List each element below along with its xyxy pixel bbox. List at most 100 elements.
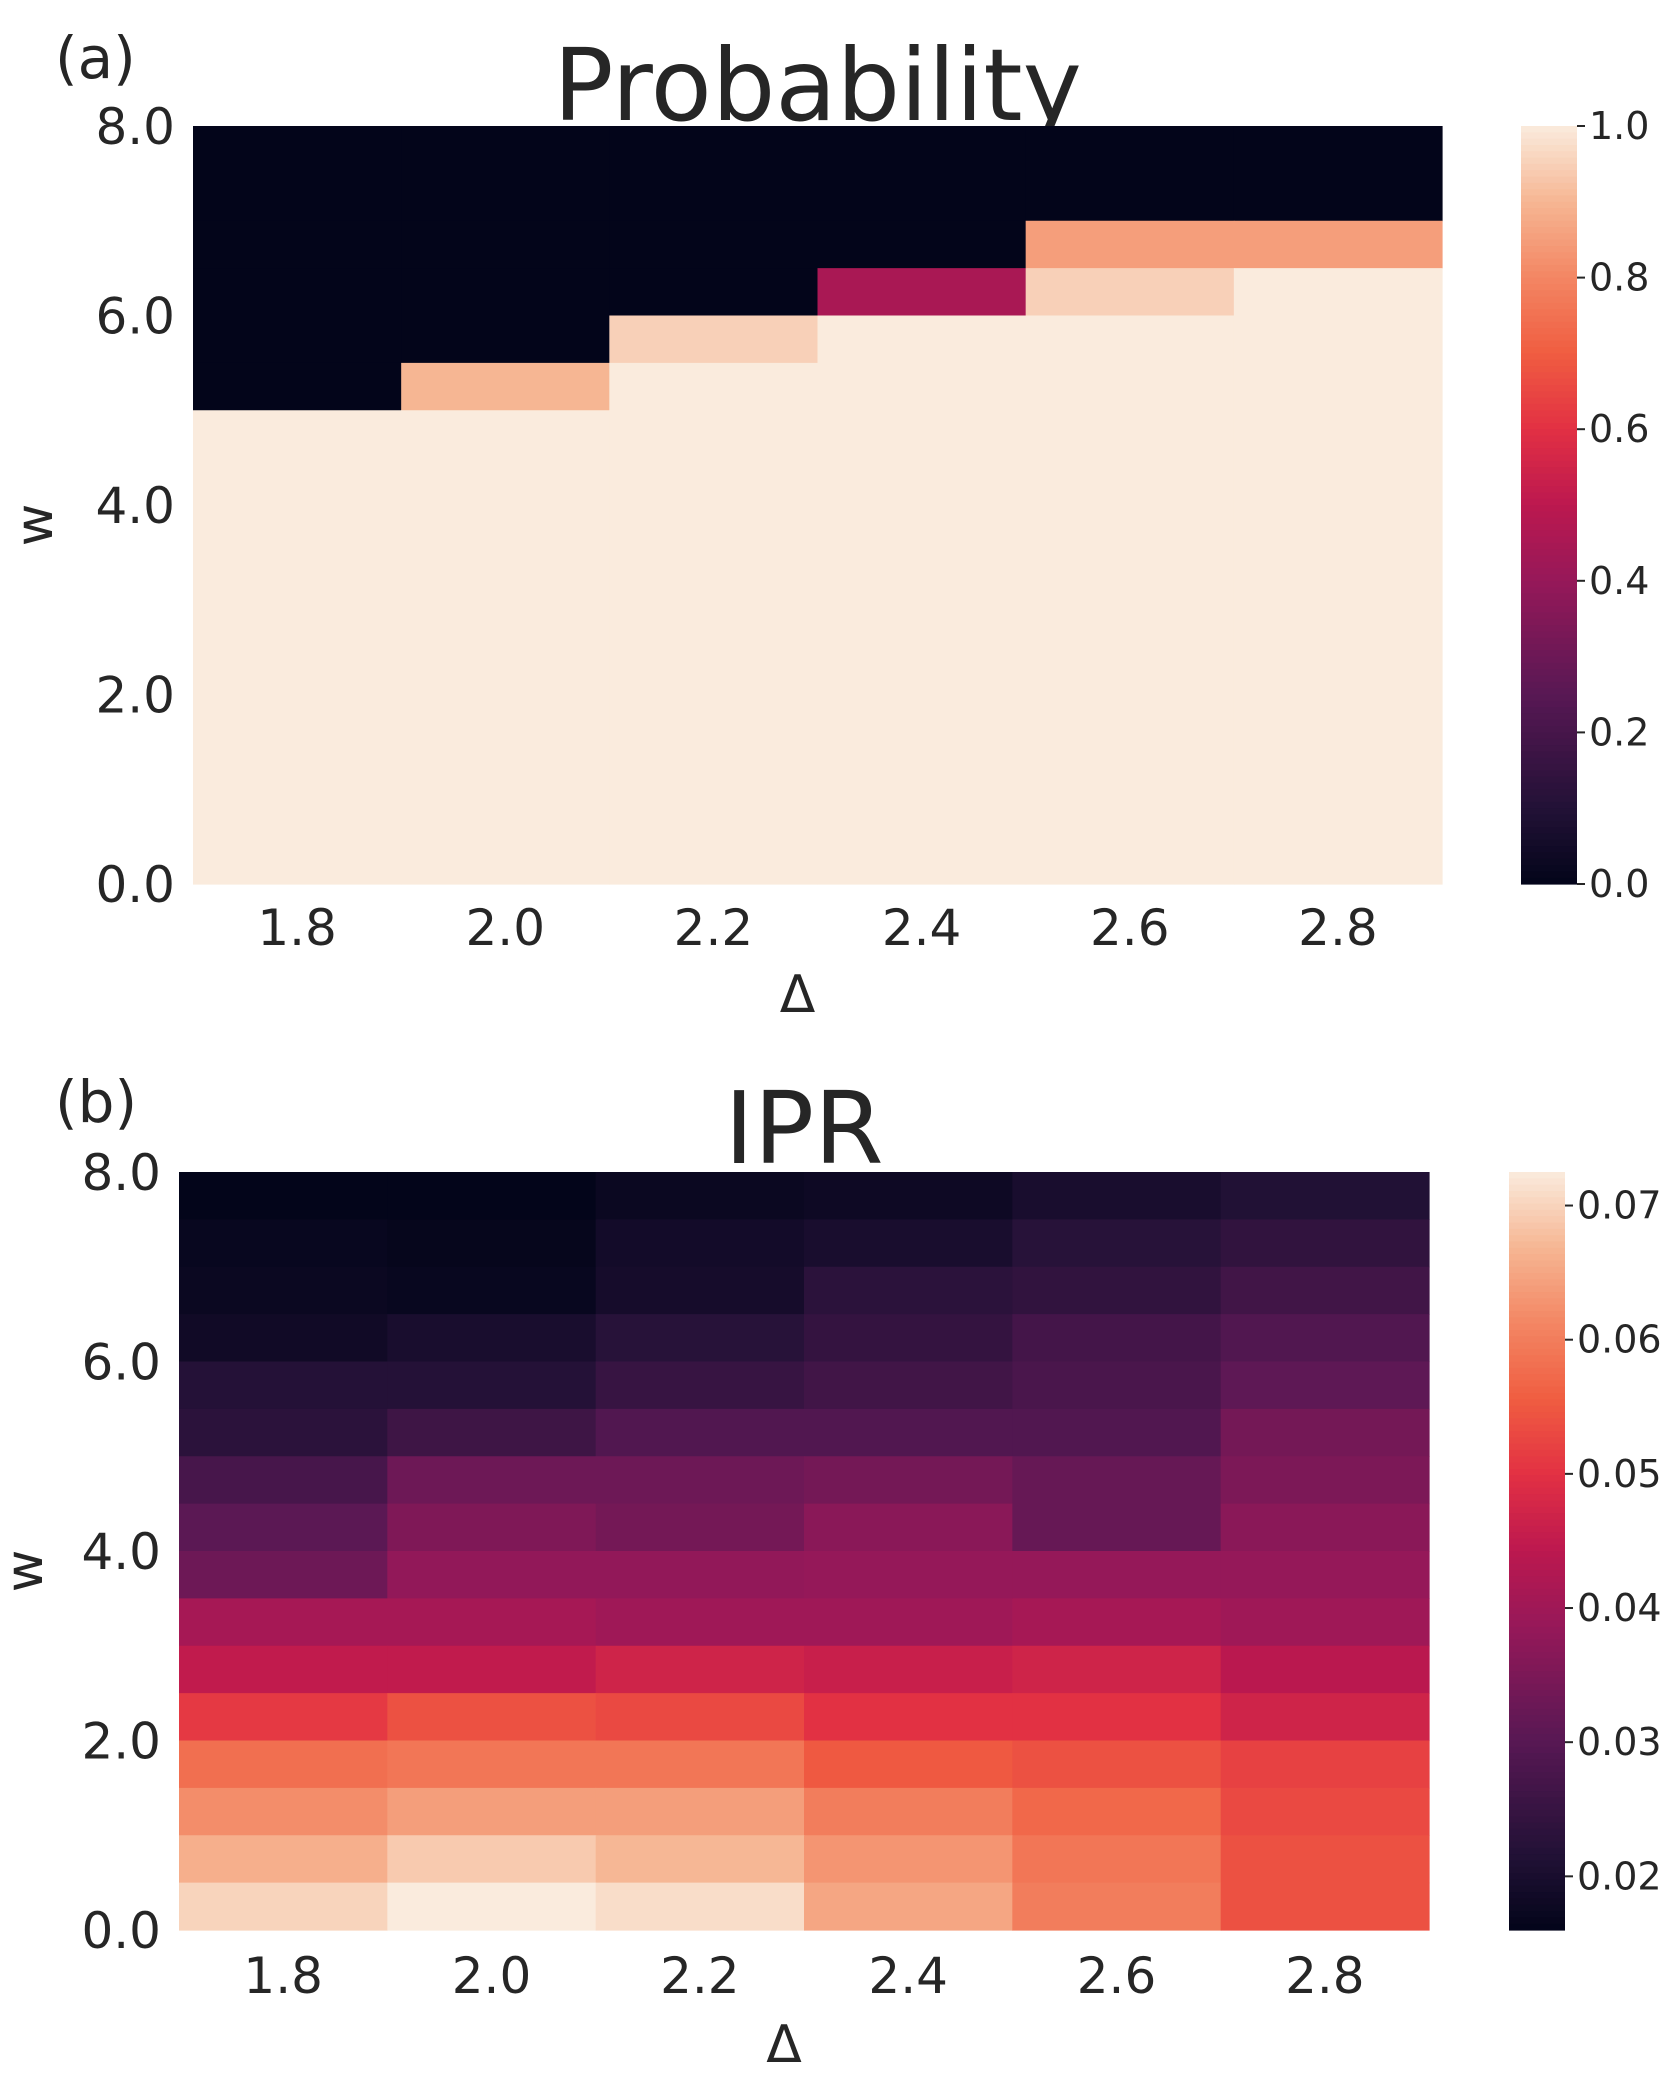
heatmap-cell <box>387 1693 597 1742</box>
heatmap-cell <box>609 220 819 269</box>
colorbar-segment <box>1521 384 1577 392</box>
heatmap-cell <box>1012 1266 1222 1315</box>
colorbar-segment <box>1509 1235 1565 1243</box>
colorbar-segment <box>1509 1487 1565 1495</box>
colorbar-segment <box>1521 328 1577 336</box>
colorbar-segment <box>1509 1601 1565 1609</box>
heatmap-cell <box>804 1408 1013 1457</box>
x-tick-label: 2.6 <box>1077 1947 1157 2005</box>
colorbar-segment <box>1521 751 1577 759</box>
colorbar-segment <box>1521 486 1577 493</box>
x-tick-label: 2.4 <box>868 1947 948 2005</box>
heatmap-cell <box>1012 1645 1222 1694</box>
heatmap-cell <box>1012 1835 1222 1884</box>
heatmap-cell <box>1012 1787 1222 1836</box>
colorbar-segment <box>1509 1386 1565 1394</box>
colorbar-segment <box>1509 1519 1565 1527</box>
colorbar-segment <box>1521 448 1577 456</box>
colorbar-segment <box>1521 157 1577 165</box>
panel-b: (b) IPR 1.8 2.0 2.2 2.4 2.6 2.8 8.0 6.0 4.0 2.0 0.0 Δ… <box>0 1068 1662 2075</box>
colorbar-segment <box>1509 1348 1565 1356</box>
colorbar-segment <box>1509 1203 1565 1211</box>
colorbar-segment <box>1521 808 1577 816</box>
heatmap-cell <box>179 1882 388 1931</box>
heatmap-cell <box>387 1408 597 1457</box>
colorbar-segment <box>1509 1551 1565 1558</box>
colorbar-segment <box>1509 1816 1565 1824</box>
colorbar-segment <box>1521 454 1577 462</box>
colorbar-segment <box>1509 1696 1565 1704</box>
heatmap-cell <box>804 1266 1013 1315</box>
colorbar-segment <box>1521 846 1577 854</box>
heatmap-cell <box>387 1835 597 1884</box>
colorbar-segment <box>1509 1292 1565 1299</box>
colorbar-segment <box>1521 435 1577 443</box>
heatmap-cell <box>179 1266 388 1315</box>
colorbar-segment <box>1521 593 1577 601</box>
heatmap-cell <box>609 268 819 317</box>
heatmap-cell <box>179 1645 388 1694</box>
heatmap-cell <box>595 1361 805 1410</box>
colorbar-tick-label: 0.06 <box>1577 1318 1662 1362</box>
colorbar-segment <box>1509 1430 1565 1438</box>
heatmap-cell <box>1220 1266 1430 1315</box>
heatmap-cell <box>595 1645 805 1694</box>
heatmap-cell <box>1233 220 1443 269</box>
colorbar-segment <box>1521 763 1577 771</box>
colorbar-segment <box>1509 1412 1565 1419</box>
heatmap-cell <box>1012 1172 1222 1220</box>
colorbar-segment <box>1521 801 1577 809</box>
colorbar-segment <box>1509 1727 1565 1735</box>
heatmap-cell <box>1220 1314 1430 1363</box>
y-tick-label: 6.0 <box>95 288 175 346</box>
colorbar-segment <box>1521 347 1577 354</box>
colorbar-segment <box>1509 1247 1565 1255</box>
colorbar-segment <box>1509 1569 1565 1577</box>
y-tick-label: 8.0 <box>81 1144 161 1202</box>
colorbar-segment <box>1509 1885 1565 1893</box>
colorbar-segment <box>1509 1355 1565 1363</box>
heatmap-cell <box>387 1882 597 1931</box>
colorbar-segment <box>1509 1797 1565 1805</box>
colorbar-segment <box>1521 334 1577 342</box>
heatmap-cell <box>1233 126 1443 222</box>
colorbar-segment <box>1509 1285 1565 1293</box>
heatmap-cell <box>179 1835 388 1884</box>
colorbar-segment <box>1521 410 1577 418</box>
colorbar-segment <box>1521 208 1577 216</box>
heatmap-cell <box>387 1645 597 1694</box>
heatmap-cell <box>387 1266 597 1315</box>
colorbar-segment <box>1521 871 1577 879</box>
heatmap-cells <box>193 126 1443 885</box>
colorbar-segment <box>1509 1879 1565 1887</box>
colorbar-segment <box>1521 732 1577 740</box>
colorbar-segment <box>1521 782 1577 790</box>
colorbar-segment <box>1521 555 1577 563</box>
colorbar-tick-label: 0.05 <box>1577 1452 1662 1496</box>
heatmap-cell <box>817 362 1027 411</box>
heatmap-cell <box>1220 1219 1430 1268</box>
heatmap-cell <box>387 1551 597 1599</box>
heatmap-cell <box>1233 268 1443 317</box>
colorbar-segment <box>1509 1304 1565 1312</box>
colorbar-segment <box>1509 1607 1565 1615</box>
heatmap-cell <box>1220 1361 1430 1410</box>
x-tick-label: 1.8 <box>243 1947 323 2005</box>
colorbar-segment <box>1509 1260 1565 1268</box>
colorbar-segment <box>1509 1513 1565 1521</box>
colorbar-segment <box>1509 1298 1565 1306</box>
colorbar-segment <box>1521 549 1577 557</box>
colorbar-segment <box>1521 688 1577 696</box>
heatmap-cell <box>179 1408 388 1457</box>
colorbar-segment <box>1509 1847 1565 1855</box>
colorbar-segment <box>1521 309 1577 317</box>
colorbar-segment <box>1521 561 1577 569</box>
heatmap-cell <box>401 410 610 885</box>
colorbar-segment <box>1521 523 1577 531</box>
y-tick-label: 2.0 <box>81 1713 161 1771</box>
heatmap-cell <box>1025 410 1235 885</box>
x-tick-label: 2.0 <box>465 899 545 957</box>
colorbar-segment <box>1521 814 1577 822</box>
colorbar-segment <box>1509 1809 1565 1817</box>
heatmap-cell <box>387 1219 597 1268</box>
